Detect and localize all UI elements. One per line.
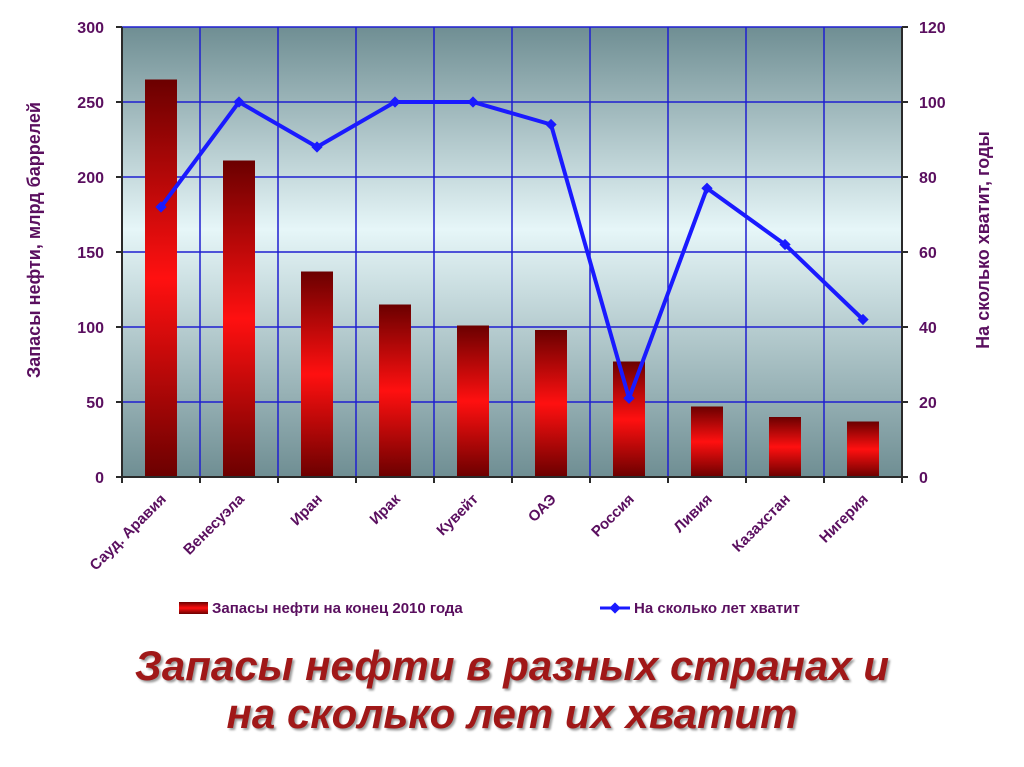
- category-label: ОАЭ: [525, 491, 560, 526]
- category-label: Кувейт: [433, 491, 481, 539]
- line-point: [623, 392, 635, 404]
- legend-line-label: На сколько лет хватит: [634, 600, 800, 617]
- bar: [613, 361, 645, 477]
- line-point: [311, 141, 323, 153]
- category-label: Ливия: [671, 491, 716, 536]
- line-point: [857, 313, 869, 326]
- bar: [145, 79, 177, 477]
- bar: [223, 160, 255, 477]
- bar-series: [145, 79, 879, 477]
- category-label: Ирак: [366, 490, 404, 528]
- bar: [379, 304, 411, 477]
- slide-title-line2: на сколько лет их хватит: [226, 690, 798, 737]
- y-tick-label: 150: [77, 245, 104, 262]
- bar: [301, 271, 333, 477]
- legend-bar-label: Запасы нефти на конец 2010 года: [212, 600, 463, 617]
- bar: [457, 325, 489, 477]
- line-point: [779, 238, 791, 251]
- category-label: Нигерия: [816, 491, 872, 547]
- y-tick-label: 300: [77, 20, 104, 37]
- category-label: Венесуэла: [180, 490, 248, 558]
- legend-line-marker: [609, 602, 621, 614]
- slide-title-line1: Запасы нефти в разных странах и: [134, 642, 890, 689]
- bar: [535, 330, 567, 477]
- legend: Запасы нефти на конец 2010 года На сколь…: [179, 600, 800, 617]
- category-label: Иран: [287, 491, 325, 529]
- category-label: Казахстан: [729, 491, 794, 556]
- line-point: [701, 182, 713, 194]
- y-tick-label: 0: [95, 470, 104, 487]
- y-tick-label: 250: [77, 95, 104, 112]
- y2-tick-label: 0: [919, 470, 928, 487]
- y-axis-title: Запасы нефти, млрд баррелей: [24, 102, 44, 378]
- y2-tick-label: 80: [919, 170, 937, 187]
- y2-tick-label: 100: [919, 95, 946, 112]
- legend-bar-swatch: [179, 602, 208, 614]
- line-point: [155, 201, 167, 213]
- category-label: Россия: [588, 491, 638, 541]
- y2-tick-label: 60: [919, 245, 937, 262]
- bar: [847, 421, 879, 477]
- y2-axis-title: На сколько хватит, годы: [973, 131, 993, 349]
- y2-tick-label: 120: [919, 20, 946, 37]
- bar: [691, 406, 723, 477]
- y-tick-label: 50: [86, 395, 104, 412]
- category-label: Сауд. Аравия: [87, 491, 170, 574]
- y-tick-label: 100: [77, 320, 104, 337]
- y-tick-label: 200: [77, 170, 104, 187]
- bar: [769, 417, 801, 477]
- series-line: [159, 100, 865, 401]
- y2-tick-label: 40: [919, 320, 937, 337]
- y2-tick-label: 20: [919, 395, 937, 412]
